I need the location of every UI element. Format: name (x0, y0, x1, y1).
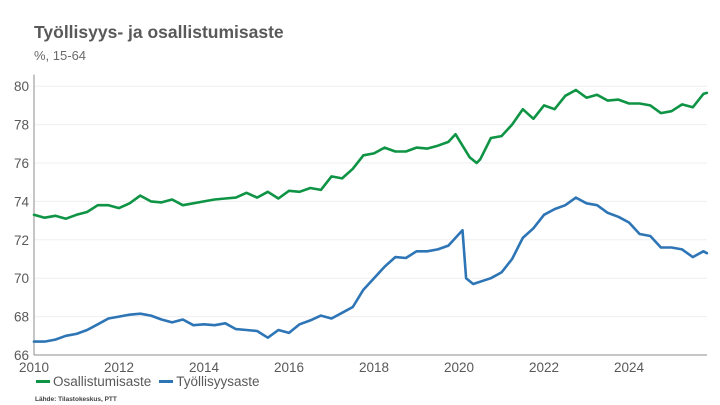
legend-label: Osallistumisaste (53, 374, 152, 389)
y-tick-label: 72 (14, 233, 29, 248)
x-tick-label: 2014 (189, 360, 220, 375)
series-line-osallistumisaste (32, 88, 709, 220)
x-tick-label: 2020 (444, 360, 474, 375)
x-tick-label: 2012 (104, 360, 134, 375)
source-note: Lähde: Tilastokeskus, PTT (35, 396, 117, 403)
y-tick-label: 78 (14, 118, 29, 133)
y-tick-label: 66 (14, 348, 29, 363)
y-tick-label: 80 (14, 79, 29, 94)
x-tick-label: 2018 (359, 360, 389, 375)
x-tick-label: 2010 (19, 360, 49, 375)
legend-item-tyollisyysaste: Työllisyysaste (159, 374, 260, 389)
legend: Osallistumisaste Työllisyysaste (36, 374, 260, 389)
y-tick-label: 76 (14, 156, 29, 171)
chart-title: Työllisyys- ja osallistumisaste (34, 22, 284, 42)
chart-subtitle: %, 15-64 (34, 48, 87, 63)
x-tick-label: 2022 (529, 360, 559, 375)
y-tick-label: 74 (14, 194, 30, 209)
x-tick-label: 2024 (614, 360, 645, 375)
legend-swatch (159, 380, 174, 383)
legend-item-osallistumisaste: Osallistumisaste (36, 374, 151, 389)
x-tick-label: 2016 (274, 360, 304, 375)
y-tick-label: 68 (14, 310, 29, 325)
y-tick-label: 70 (14, 271, 29, 286)
legend-swatch (36, 380, 50, 383)
legend-label: Työllisyysaste (176, 374, 260, 389)
series-line-tyollisyysaste (32, 196, 709, 343)
